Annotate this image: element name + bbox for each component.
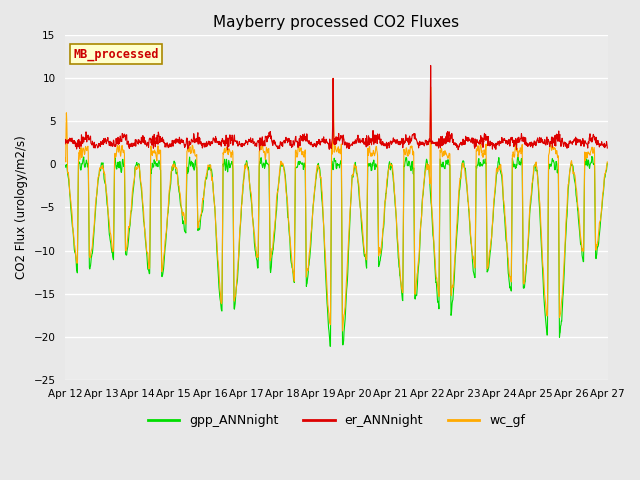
- er_ANNnight: [61, 141, 69, 147]
- er_ANNnight: [427, 62, 435, 68]
- er_ANNnight: [420, 141, 428, 146]
- gpp_ANNnight: [182, 230, 189, 236]
- Line: gpp_ANNnight: gpp_ANNnight: [65, 155, 607, 347]
- gpp_ANNnight: [420, 174, 428, 180]
- Line: wc_gf: wc_gf: [65, 78, 607, 331]
- wc_gf: [243, 160, 250, 166]
- gpp_ANNnight: [169, 168, 177, 173]
- Text: MB_processed: MB_processed: [74, 48, 159, 60]
- gpp_ANNnight: [604, 160, 611, 166]
- wc_gf: [492, 177, 500, 183]
- er_ANNnight: [604, 145, 611, 151]
- er_ANNnight: [256, 147, 264, 153]
- wc_gf: [339, 328, 346, 334]
- gpp_ANNnight: [540, 291, 547, 297]
- Y-axis label: CO2 Flux (urology/m2/s): CO2 Flux (urology/m2/s): [15, 136, 28, 279]
- wc_gf: [540, 272, 547, 278]
- er_ANNnight: [540, 139, 547, 145]
- gpp_ANNnight: [243, 158, 250, 164]
- wc_gf: [182, 220, 189, 226]
- wc_gf: [421, 169, 429, 175]
- wc_gf: [169, 162, 177, 168]
- Line: er_ANNnight: er_ANNnight: [65, 65, 607, 150]
- gpp_ANNnight: [61, 164, 69, 170]
- wc_gf: [61, 155, 69, 161]
- gpp_ANNnight: [492, 185, 499, 191]
- gpp_ANNnight: [514, 152, 522, 157]
- wc_gf: [604, 159, 611, 165]
- er_ANNnight: [169, 142, 177, 147]
- gpp_ANNnight: [326, 344, 334, 349]
- er_ANNnight: [492, 146, 500, 152]
- Legend: gpp_ANNnight, er_ANNnight, wc_gf: gpp_ANNnight, er_ANNnight, wc_gf: [143, 409, 531, 432]
- Title: Mayberry processed CO2 Fluxes: Mayberry processed CO2 Fluxes: [213, 15, 460, 30]
- er_ANNnight: [243, 139, 250, 144]
- wc_gf: [329, 75, 337, 81]
- er_ANNnight: [182, 142, 189, 148]
